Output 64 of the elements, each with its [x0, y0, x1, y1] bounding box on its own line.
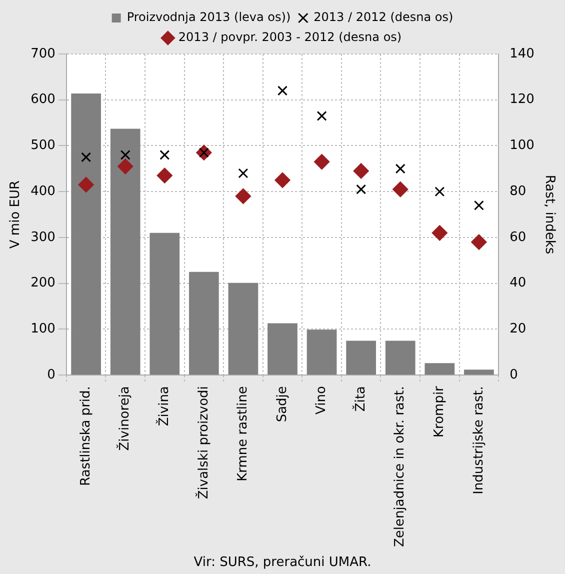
- point: [353, 163, 369, 179]
- y-tick-label: 200: [30, 276, 56, 291]
- point: [471, 234, 487, 250]
- text: Vir: SURS, preračuni UMAR.: [192, 555, 372, 570]
- x-tick-label: Vino: [314, 386, 330, 415]
- bar: [71, 93, 101, 375]
- x-tick-label: Živinoreja: [116, 386, 133, 451]
- y2-tick-label: 140: [510, 46, 534, 62]
- bar: [150, 232, 180, 375]
- point: [314, 154, 330, 170]
- point: [120, 150, 130, 160]
- y2-tick-label: 120: [510, 92, 534, 108]
- bar: [306, 330, 337, 375]
- point: [160, 150, 170, 160]
- y-tick-label: 0: [47, 367, 56, 382]
- x-tick-label: Sadje: [274, 386, 290, 422]
- y2-axis-title: Rast, indeks: [542, 174, 557, 254]
- x-tick-label: Rastlinska prid.: [78, 386, 94, 486]
- point: [395, 164, 406, 174]
- point: [316, 110, 327, 121]
- y-tick-label: 600: [30, 92, 56, 108]
- point: [474, 200, 484, 210]
- point: [432, 225, 448, 241]
- bar: [385, 340, 416, 375]
- y2-tick-label: 80: [510, 184, 526, 199]
- y-tick-label: 100: [30, 322, 56, 337]
- y2-tick-label: 100: [510, 138, 534, 154]
- point: [274, 172, 290, 188]
- legend-label: Proizvodnja 2013 (leva os)): [126, 10, 291, 24]
- x-tick-label: Živalski proizvodi: [194, 386, 212, 500]
- bar: [346, 340, 376, 375]
- legend-label: 2013 / 2012 (desna os): [314, 10, 454, 24]
- y2-tick-label: 40: [510, 276, 526, 291]
- y-tick-label: 400: [30, 184, 56, 199]
- point: [392, 182, 408, 198]
- y-axis-title: V mio EUR: [8, 180, 24, 249]
- x-tick-label: Industrijske rast.: [471, 386, 486, 494]
- point: [235, 188, 251, 204]
- point: [156, 168, 172, 184]
- y-tick-label: 500: [30, 138, 56, 154]
- y2-tick-label: 0: [510, 367, 518, 382]
- bar: [228, 282, 258, 375]
- point: [434, 186, 445, 197]
- point: [78, 176, 94, 192]
- y2-tick-label: 60: [510, 230, 526, 245]
- bar: [464, 370, 494, 375]
- x-tick-label: Žita: [351, 386, 368, 412]
- y-tick-label: 300: [30, 230, 56, 245]
- x-tick-label: Živina: [155, 386, 172, 426]
- bar: [188, 272, 219, 375]
- legend-label: 2013 / povpr. 2003 - 2012 (desna os): [178, 30, 402, 44]
- point: [278, 86, 288, 96]
- point: [118, 158, 134, 174]
- bar: [110, 128, 140, 375]
- point: [238, 168, 248, 178]
- x-tick-label: Zelenjadnice in okr. rast.: [392, 386, 408, 548]
- bar: [268, 323, 298, 375]
- y2-tick-label: 20: [510, 322, 526, 337]
- x-tick-label: Krompir: [432, 385, 448, 438]
- point: [356, 184, 366, 194]
- point: [81, 152, 92, 162]
- y-tick-label: 700: [30, 46, 56, 62]
- bar: [424, 363, 455, 375]
- x-tick-label: Krmne rastline: [236, 386, 251, 482]
